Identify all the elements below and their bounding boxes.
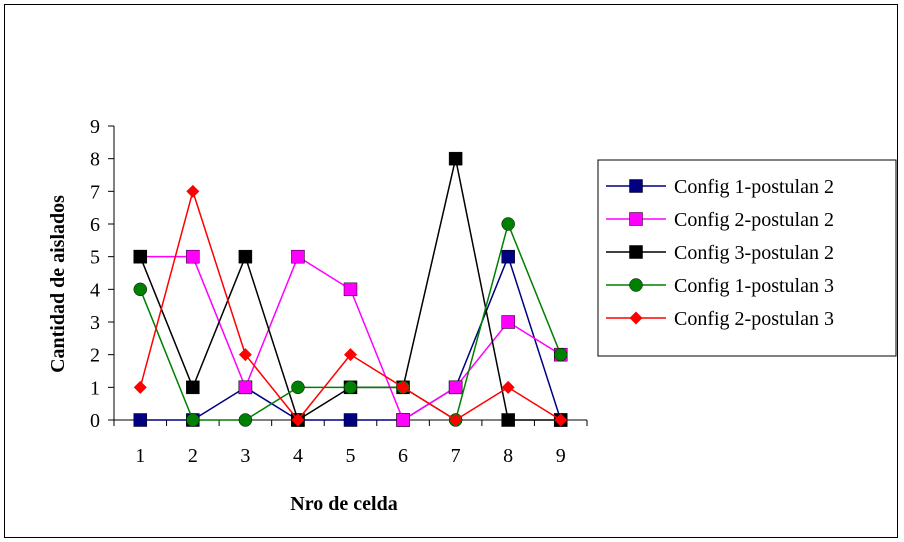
data-point <box>448 151 463 166</box>
data-point <box>554 413 568 427</box>
series-2 <box>133 249 568 427</box>
legend-swatch-marker <box>629 212 643 226</box>
x-tick-label: 4 <box>293 445 303 467</box>
data-point <box>448 380 463 395</box>
x-tick-label: 9 <box>556 445 566 467</box>
data-point <box>396 413 410 427</box>
y-axis-title: Cantidad de aislados <box>47 195 69 373</box>
y-tick-label: 8 <box>90 149 100 171</box>
y-tick-label: 0 <box>90 410 100 432</box>
legend-label: Config 2-postulan 3 <box>674 308 834 330</box>
legend-item-3: Config 3-postulan 2 <box>606 242 834 264</box>
x-tick-label: 5 <box>346 445 356 467</box>
legend: Config 1-postulan 2 Config 2-postulan 2 Co… <box>606 176 834 330</box>
data-point <box>186 249 200 264</box>
data-point <box>501 413 515 427</box>
data-point <box>238 249 253 264</box>
legend-swatch-marker <box>629 245 643 259</box>
legend-swatch-marker <box>629 278 643 292</box>
data-point <box>186 380 200 395</box>
x-tick-label: 7 <box>451 445 461 467</box>
data-point <box>133 413 148 427</box>
legend-item-4: Config 1-postulan 3 <box>606 275 834 297</box>
data-point <box>291 380 305 395</box>
data-point <box>343 413 358 427</box>
x-tick-label: 6 <box>398 445 408 467</box>
y-tick-label: 4 <box>90 279 100 301</box>
y-tick-label: 5 <box>90 247 100 269</box>
x-axis-title: Nro de celda <box>290 493 397 515</box>
data-point <box>238 380 253 395</box>
data-point <box>133 249 148 264</box>
x-tick-label: 2 <box>188 445 198 467</box>
legend-swatch-marker <box>629 311 643 325</box>
legend-item-5: Config 2-postulan 3 <box>606 308 834 330</box>
data-point <box>291 249 305 264</box>
y-tick-label: 1 <box>90 377 100 399</box>
series-1 <box>133 249 568 427</box>
data-point <box>238 413 253 427</box>
legend-label: Config 2-postulan 2 <box>674 209 834 231</box>
y-tick-label: 9 <box>90 116 100 138</box>
data-point <box>343 282 358 297</box>
data-point <box>186 413 200 427</box>
data-point <box>396 380 410 394</box>
data-point <box>501 217 515 231</box>
series-layer <box>133 151 568 427</box>
data-point <box>133 380 147 394</box>
legend-label: Config 1-postulan 3 <box>674 275 834 297</box>
legend-label: Config 1-postulan 2 <box>674 176 834 198</box>
data-point <box>291 413 305 427</box>
legend-label: Config 3-postulan 2 <box>674 242 834 264</box>
legend-item-2: Config 2-postulan 2 <box>606 209 834 231</box>
legend-item-1: Config 1-postulan 2 <box>606 176 834 198</box>
y-tick-label: 3 <box>90 312 100 334</box>
data-point <box>553 347 568 362</box>
data-point <box>343 380 358 395</box>
y-tick-label: 7 <box>90 181 100 203</box>
series-5 <box>133 184 568 427</box>
legend-box <box>597 159 897 357</box>
data-point <box>501 380 515 394</box>
x-tick-label: 1 <box>135 445 145 467</box>
data-point <box>344 348 357 362</box>
data-point <box>449 413 463 427</box>
data-point <box>186 184 200 198</box>
data-point <box>501 315 515 329</box>
data-point <box>133 282 148 297</box>
y-tick-label: 2 <box>90 345 100 367</box>
x-tick-label: 8 <box>503 445 513 467</box>
x-tick-label: 3 <box>240 445 250 467</box>
y-tick-label: 6 <box>90 214 100 236</box>
data-point <box>501 249 515 264</box>
data-point <box>238 348 252 362</box>
legend-swatch-marker <box>629 179 643 193</box>
